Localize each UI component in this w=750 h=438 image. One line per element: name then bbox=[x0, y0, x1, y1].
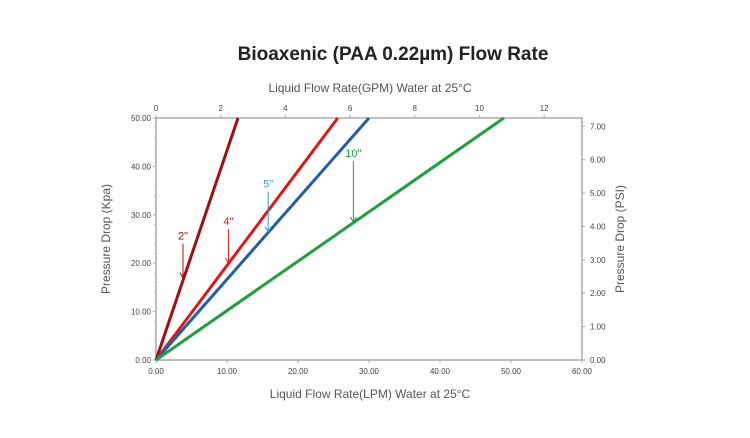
right-axis-label: Pressure Drop (PSI) bbox=[613, 185, 627, 293]
y-tick-label: 40.00 bbox=[131, 162, 152, 171]
arrow-head-icon bbox=[264, 226, 272, 233]
y-tick-label: 30.00 bbox=[131, 211, 152, 220]
series-label-3: 10" bbox=[345, 148, 361, 160]
x-tick-label: 50.00 bbox=[501, 367, 522, 376]
arrow-head-icon bbox=[349, 216, 357, 224]
bottom-axis-label: Liquid Flow Rate(LPM) Water at 25°C bbox=[270, 387, 471, 401]
series-label-2: 5" bbox=[263, 179, 273, 191]
x2-tick-label: 0 bbox=[154, 104, 159, 113]
x2-tick-label: 2 bbox=[218, 104, 223, 113]
y2-tick-label: 2.00 bbox=[590, 289, 606, 298]
y2-tick-label: 5.00 bbox=[590, 189, 606, 198]
y-tick-label: 0.00 bbox=[135, 356, 151, 365]
series-line-3 bbox=[155, 116, 505, 362]
y2-tick-label: 0.00 bbox=[590, 356, 606, 365]
x2-tick-label: 8 bbox=[413, 104, 418, 113]
y-tick-label: 50.00 bbox=[131, 114, 152, 123]
plot-frame bbox=[155, 117, 583, 361]
x2-tick-label: 4 bbox=[283, 104, 288, 113]
y2-tick-label: 6.00 bbox=[590, 156, 606, 165]
y-tick-label: 20.00 bbox=[131, 259, 152, 268]
series-label-1: 4" bbox=[223, 216, 233, 228]
x2-tick-label: 12 bbox=[540, 104, 549, 113]
chart-title: Bioaxenic (PAA 0.22µm) Flow Rate bbox=[238, 44, 549, 65]
series-line-2 bbox=[154, 117, 371, 361]
left-axis-label: Pressure Drop (Kpa) bbox=[99, 184, 113, 294]
x-tick-label: 0.00 bbox=[148, 367, 164, 376]
x2-tick-label: 10 bbox=[475, 104, 484, 113]
y2-tick-label: 3.00 bbox=[590, 256, 606, 265]
series-line-1 bbox=[154, 117, 339, 361]
x-tick-label: 10.00 bbox=[217, 367, 238, 376]
y2-tick-label: 4.00 bbox=[590, 222, 606, 231]
y-tick-label: 10.00 bbox=[131, 308, 152, 317]
x-tick-label: 30.00 bbox=[359, 367, 380, 376]
x-tick-label: 60.00 bbox=[572, 367, 593, 376]
y2-tick-label: 7.00 bbox=[590, 122, 606, 131]
top-axis-label: Liquid Flow Rate(GPM) Water at 25°C bbox=[268, 81, 471, 95]
series-line-0 bbox=[154, 117, 240, 361]
x-tick-label: 40.00 bbox=[430, 367, 451, 376]
arrow-head-icon bbox=[224, 257, 232, 265]
y2-tick-label: 1.00 bbox=[590, 323, 606, 332]
arrow-head-icon bbox=[179, 272, 187, 279]
series-label-0: 2" bbox=[178, 231, 188, 243]
x2-tick-label: 6 bbox=[348, 104, 353, 113]
x-tick-label: 20.00 bbox=[288, 367, 309, 376]
